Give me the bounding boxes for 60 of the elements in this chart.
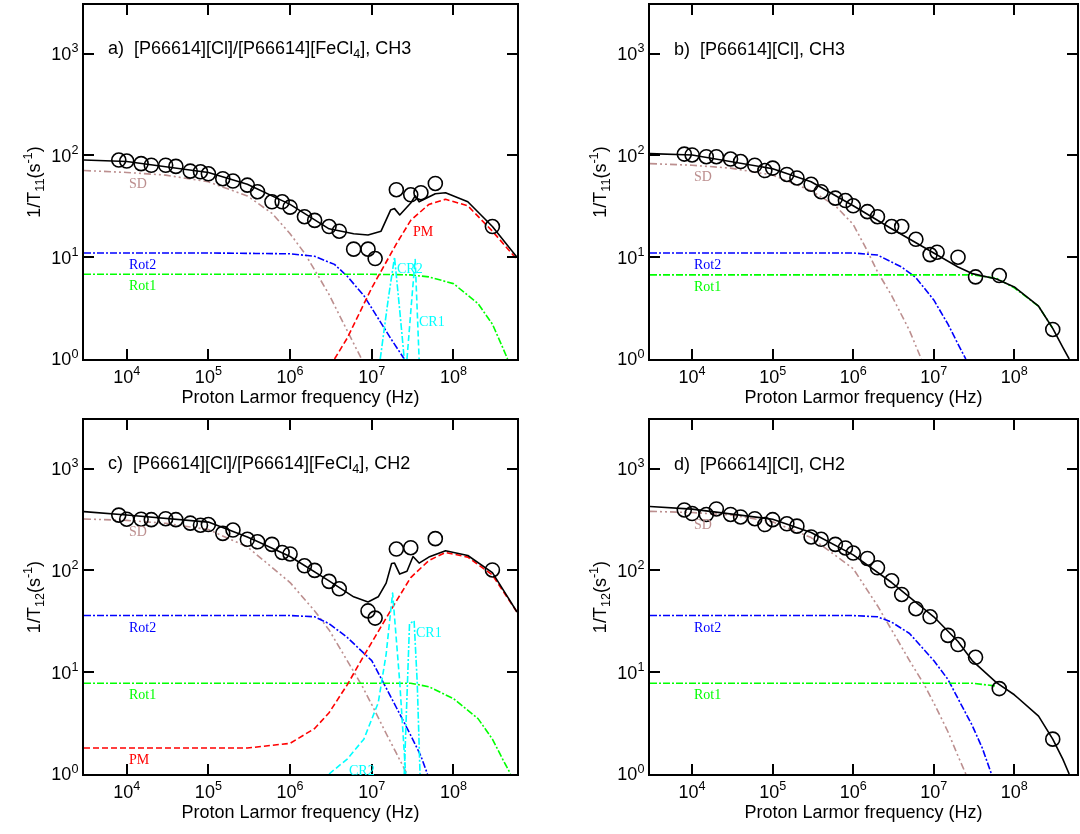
text: a) [P66614][Cl]/[P66614][FeCl$_{4}$], CH3 (108, 38, 412, 61)
x-tick-label: 10$^{5}$ (194, 364, 222, 387)
annotation: Rot1 (694, 279, 722, 294)
annotation: Rot2 (694, 257, 722, 272)
x-tick-label: 10$^{4}$ (678, 779, 706, 802)
x-tick-label: 10$^{8}$ (439, 364, 467, 387)
x-tick-label: 10$^{6}$ (839, 364, 867, 387)
x-tick-label: 10$^{5}$ (759, 364, 787, 387)
x-axis-title: Proton Larmor frequency (Hz) (744, 801, 983, 822)
y-tick-label: 10$^{0}$ (617, 761, 645, 785)
x-tick-label: 10$^{7}$ (358, 364, 386, 387)
y-tick-label: 10$^{1}$ (617, 244, 645, 268)
x-tick-label: 10$^{5}$ (194, 779, 222, 802)
x-tick-label: 10$^{6}$ (276, 779, 304, 802)
annotation: PM (413, 224, 434, 239)
annotation: Rot1 (129, 278, 157, 293)
annotation: CR1 (419, 314, 445, 329)
x-tick-label: 10$^{8}$ (1000, 779, 1028, 802)
annotation: SD (694, 517, 712, 532)
x-tick-label: 10$^{8}$ (439, 779, 467, 802)
y-tick-label: 10$^{0}$ (51, 761, 79, 785)
annotation: Rot2 (129, 620, 157, 635)
x-tick-label: 10$^{8}$ (1000, 364, 1028, 387)
annotation: SD (129, 524, 147, 539)
x-axis-title: Proton Larmor frequency (Hz) (181, 801, 420, 822)
x-tick-label: 10$^{7}$ (920, 779, 948, 802)
x-tick-label: 10$^{4}$ (113, 779, 141, 802)
x-tick-label: 10$^{4}$ (113, 364, 141, 387)
y-tick-label: 10$^{3}$ (617, 41, 645, 64)
x-tick-label: 10$^{7}$ (358, 779, 386, 802)
x-tick-label: 10$^{7}$ (920, 364, 948, 387)
y-tick-label: 10$^{2}$ (617, 143, 645, 166)
x-tick-label: 10$^{5}$ (759, 779, 787, 802)
x-tick-label: 10$^{6}$ (276, 364, 304, 387)
x-axis-title: Proton Larmor frequency (Hz) (181, 386, 420, 407)
x-tick-label: 10$^{4}$ (678, 364, 706, 387)
x-tick-label: 10$^{6}$ (839, 779, 867, 802)
text: d) [P66614][Cl], CH2 (674, 454, 846, 474)
y-tick-label: 10$^{0}$ (617, 346, 645, 370)
annotation: Rot2 (694, 620, 722, 635)
annotation: CR1 (416, 625, 442, 640)
annotation: SD (129, 176, 147, 191)
y-tick-label: 10$^{3}$ (617, 456, 645, 479)
annotation: Rot1 (129, 687, 157, 702)
y-tick-label: 10$^{1}$ (51, 659, 79, 683)
annotation: Rot2 (129, 257, 157, 272)
text: b) [P66614][Cl], CH3 (674, 39, 846, 59)
y-tick-label: 10$^{1}$ (51, 244, 79, 268)
text: c) [P66614][Cl]/[P66614][FeCl$_{4}$], CH2 (108, 453, 411, 476)
annotation: PM (129, 752, 150, 767)
y-tick-label: 10$^{0}$ (51, 346, 79, 370)
annotation: SD (694, 169, 712, 184)
y-tick-label: 10$^{3}$ (51, 456, 79, 479)
y-tick-label: 10$^{2}$ (617, 558, 645, 581)
y-tick-label: 10$^{2}$ (51, 558, 79, 581)
y-tick-label: 10$^{3}$ (51, 41, 79, 64)
y-tick-label: 10$^{1}$ (617, 659, 645, 683)
annotation: Rot1 (694, 687, 722, 702)
y-tick-label: 10$^{2}$ (51, 143, 79, 166)
x-axis-title: Proton Larmor frequency (Hz) (744, 386, 983, 407)
